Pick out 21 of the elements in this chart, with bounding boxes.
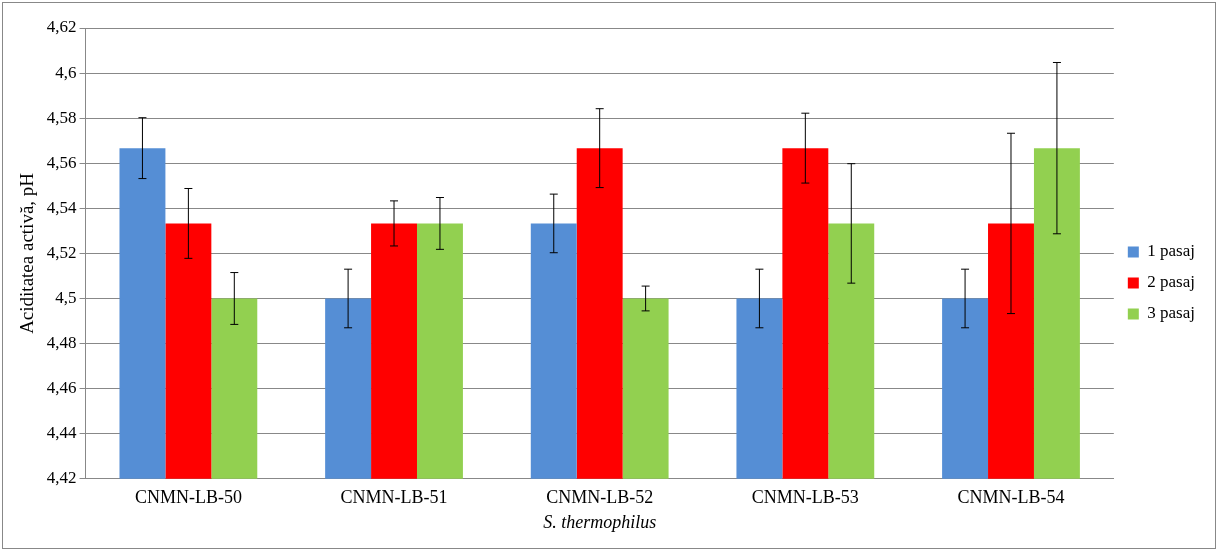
legend-label: 2 pasaj — [1147, 272, 1196, 292]
y-tick-label: 4,52 — [46, 242, 77, 262]
x-tick-label: CNMN-LB-52 — [546, 487, 654, 508]
x-tick-label: CNMN-LB-53 — [751, 487, 859, 508]
y-tick-label: 4,44 — [46, 423, 78, 443]
x-tick-label: CNMN-LB-51 — [340, 487, 448, 508]
y-tick-label: 4,6 — [55, 62, 77, 82]
y-axis-title: Aciditatea activă, pH — [16, 172, 38, 334]
y-tick-label: 4,46 — [46, 378, 77, 398]
y-tick-label: 4,42 — [46, 468, 77, 488]
x-tick-label: CNMN-LB-54 — [957, 487, 1065, 508]
y-tick-label: 4,5 — [55, 287, 77, 307]
y-tick-label: 4,54 — [46, 197, 78, 217]
x-axis-title: S. thermophilus — [543, 511, 657, 532]
y-tick-label: 4,48 — [46, 333, 77, 353]
legend-label: 1 pasaj — [1147, 241, 1196, 261]
y-tick-label: 4,62 — [46, 17, 77, 37]
y-tick-label: 4,58 — [46, 107, 77, 127]
legend-label: 3 pasaj — [1147, 303, 1196, 323]
y-tick-label: 4,56 — [46, 152, 77, 172]
x-tick-label: CNMN-LB-50 — [134, 487, 242, 508]
